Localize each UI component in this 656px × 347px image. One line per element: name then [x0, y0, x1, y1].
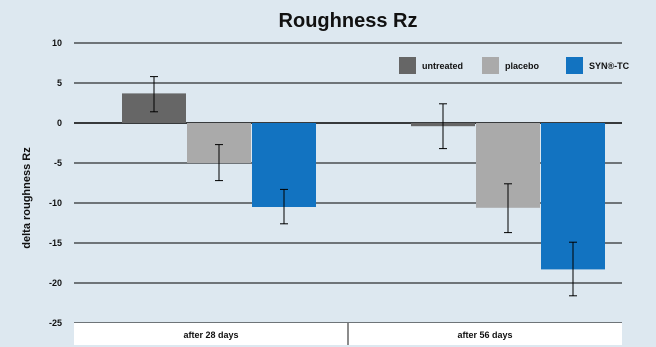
y-tick-label: -5 — [54, 158, 62, 168]
y-tick-label: 10 — [52, 38, 62, 48]
legend: untreated placebo SYN®-TC — [399, 57, 630, 74]
y-tick-label: 5 — [57, 78, 62, 88]
y-tick-labels: 10 5 0 -5 -10 -15 -20 -25 — [49, 38, 62, 328]
x-tick-label: after 28 days — [183, 330, 238, 340]
x-tick-label: after 56 days — [457, 330, 512, 340]
y-tick-label: -10 — [49, 198, 62, 208]
x-axis: after 28 days after 56 days — [74, 323, 622, 345]
y-axis-label: delta roughness Rz — [21, 147, 33, 249]
legend-label: untreated — [422, 61, 463, 71]
legend-swatch — [566, 57, 583, 74]
legend-label: SYN®-TC — [589, 61, 630, 71]
y-tick-label: -15 — [49, 238, 62, 248]
legend-swatch — [482, 57, 499, 74]
error-bars — [150, 76, 577, 297]
y-tick-label: 0 — [57, 118, 62, 128]
chart-title: Roughness Rz — [279, 10, 418, 32]
y-tick-label: -20 — [49, 278, 62, 288]
y-tick-label: -25 — [49, 318, 62, 328]
legend-swatch — [399, 57, 416, 74]
legend-label: placebo — [505, 61, 540, 71]
